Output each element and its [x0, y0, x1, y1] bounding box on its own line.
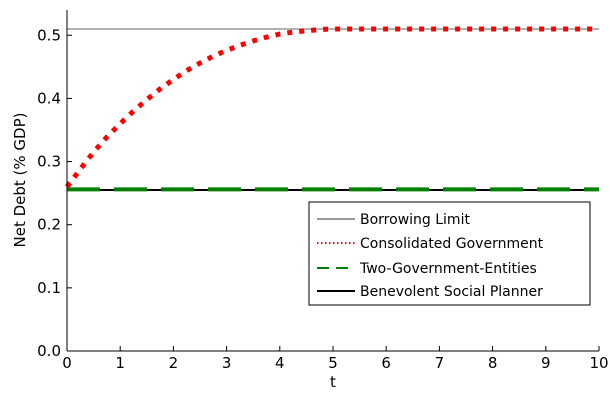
x-tick-label: 0	[62, 354, 72, 372]
legend-label-consolidated-government: Consolidated Government	[360, 236, 544, 252]
y-tick-label: 0.2	[37, 216, 61, 234]
x-tick-label: 9	[541, 354, 551, 372]
legend-label-benevolent-social-planner: Benevolent Social Planner	[360, 284, 543, 300]
ticks-layer: 0 1 2 3 4 5 6 7 8 9 10 0.0 0.1 0.2 0.3 0.4 0.5	[37, 26, 608, 372]
series-layer	[65, 26, 599, 192]
x-tick-label: 8	[488, 354, 498, 372]
legend-box	[308, 201, 591, 306]
x-tick-label: 6	[381, 354, 391, 372]
x-tick-label: 5	[328, 354, 338, 372]
x-tick-label: 10	[589, 354, 608, 372]
x-tick-label: 3	[222, 354, 232, 372]
legend: Borrowing Limit Consolidated Government …	[308, 201, 591, 306]
y-tick-label: 0.1	[37, 279, 61, 297]
y-tick-label: 0.4	[37, 89, 61, 107]
y-tick-label: 0.3	[37, 153, 61, 171]
x-tick-label: 4	[275, 354, 285, 372]
y-tick-label: 0.0	[37, 342, 61, 360]
legend-label-two-government-entities: Two-Government-Entities	[359, 261, 537, 277]
y-tick-label: 0.5	[37, 26, 61, 44]
x-tick-label: 2	[169, 354, 179, 372]
y-axis-title: Net Debt (% GDP)	[11, 113, 29, 248]
series-line-consolidated-government	[65, 26, 599, 189]
x-tick-label: 1	[115, 354, 125, 372]
legend-label-borrowing-limit: Borrowing Limit	[360, 212, 470, 228]
x-axis-title: t	[330, 373, 336, 391]
x-tick-label: 7	[435, 354, 445, 372]
